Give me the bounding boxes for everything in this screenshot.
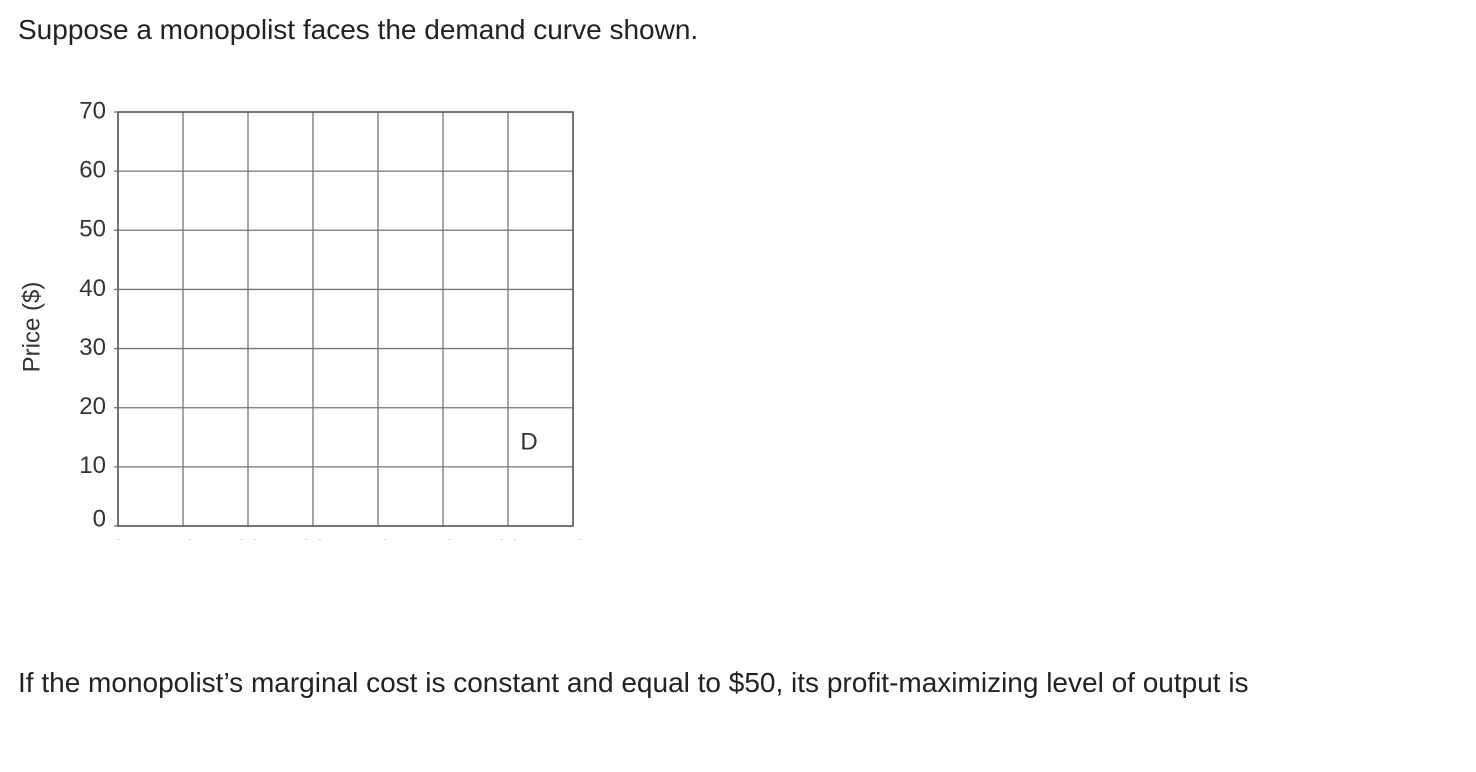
x-tick-label: 0	[111, 535, 124, 540]
follow-up-text: If the monopolist’s marginal cost is con…	[18, 667, 1249, 698]
chart: 010203040506070010203040506070QuantityPr…	[18, 97, 587, 540]
x-tick-label: 10	[170, 535, 197, 540]
x-tick-label: 60	[495, 535, 522, 540]
x-tick-label: 50	[430, 535, 457, 540]
y-axis-label: Price ($)	[18, 282, 45, 373]
y-tick-label: 10	[79, 452, 106, 479]
series-label: D	[520, 429, 537, 456]
y-tick-label: 30	[79, 334, 106, 361]
y-tick-label: 20	[79, 393, 106, 420]
x-tick-label: 20	[235, 535, 262, 540]
x-tick-label: 40	[365, 535, 392, 540]
y-tick-label: 50	[79, 216, 106, 243]
y-tick-label: 70	[79, 97, 106, 124]
question-text: Suppose a monopolist faces the demand cu…	[18, 14, 699, 45]
x-tick-label: 70	[560, 535, 587, 540]
x-tick-label: 30	[300, 535, 327, 540]
plot-frame	[117, 111, 574, 527]
y-tick-label: 0	[93, 505, 106, 532]
y-tick-label: 40	[79, 275, 106, 302]
y-tick-label: 60	[79, 156, 106, 183]
